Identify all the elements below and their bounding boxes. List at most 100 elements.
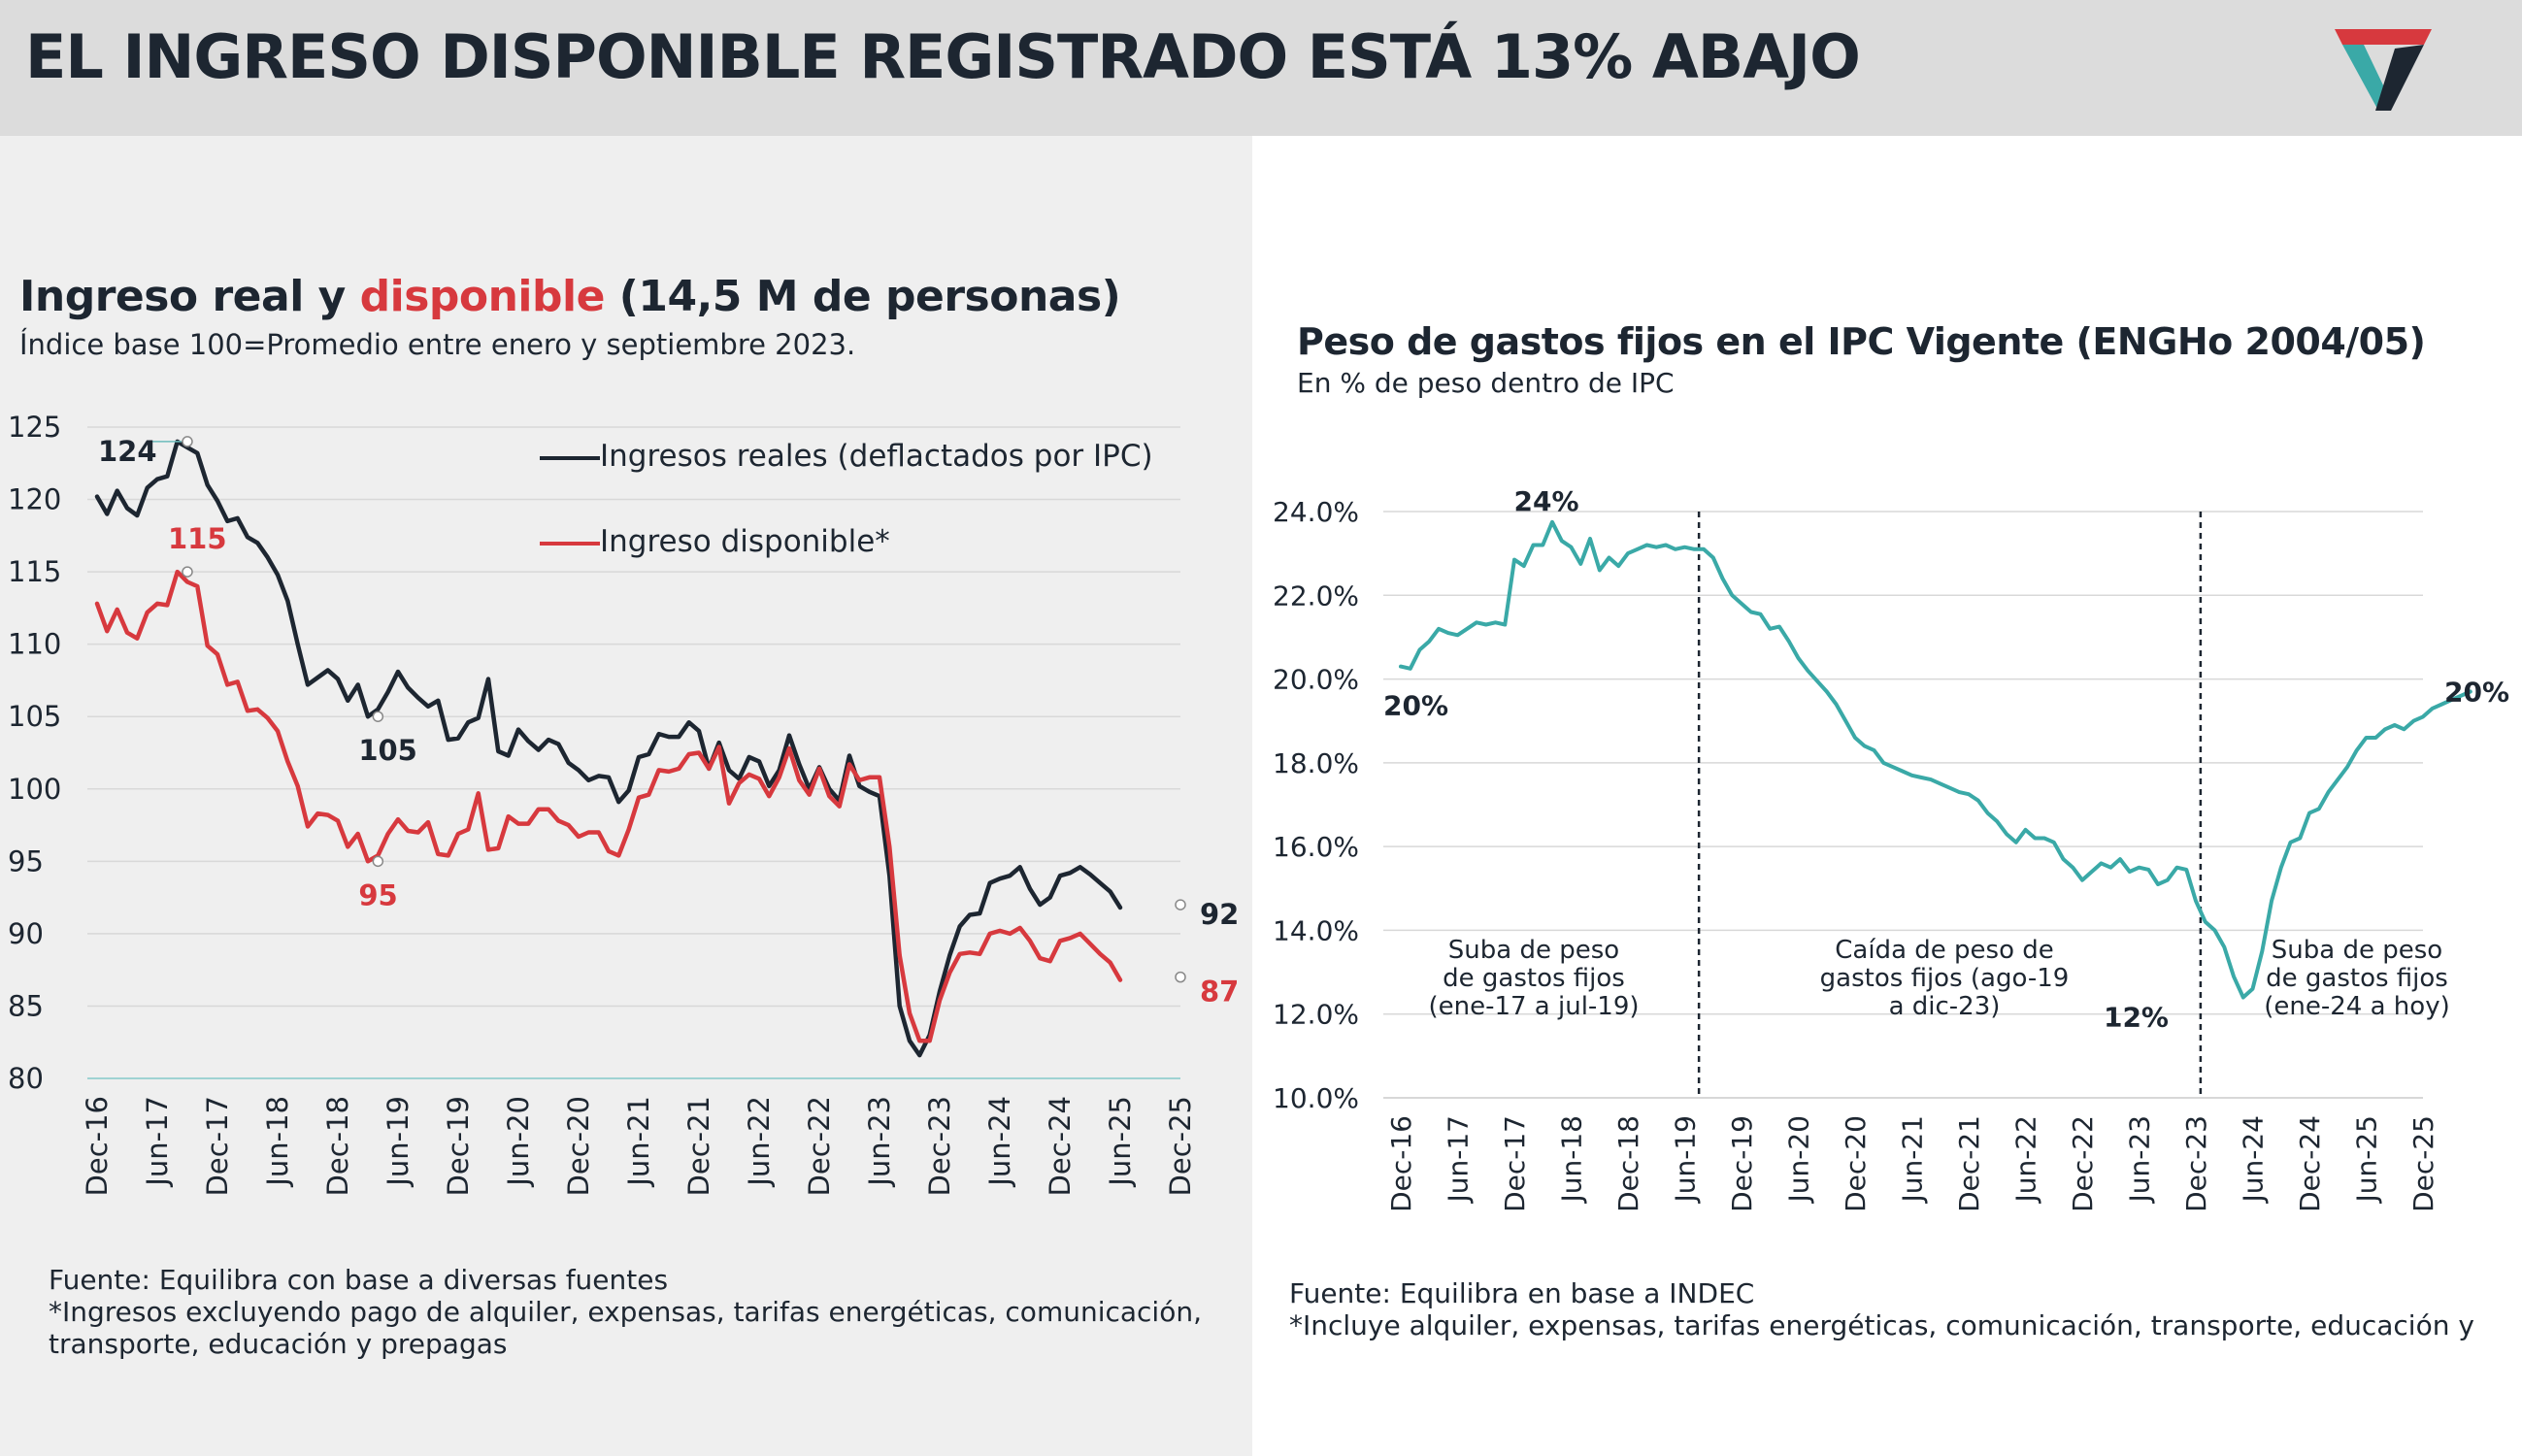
- x-tick-label: Dec-24: [2294, 1115, 2326, 1212]
- x-tick-label: Dec-19: [442, 1096, 475, 1196]
- annotation-label: 124: [98, 435, 157, 468]
- right-panel: [1252, 136, 2522, 1456]
- annotation-marker: [372, 711, 384, 722]
- x-tick-label: Jun-18: [261, 1096, 294, 1188]
- x-tick-label: Dec-16: [81, 1096, 114, 1196]
- left-line-chart: 125 120 115 110 105 100 95 90 85 80 Dec-16 Jun-17 De…: [8, 411, 1239, 1196]
- x-tick-label: Dec-16: [1385, 1115, 1417, 1212]
- annotation-label: 115: [168, 522, 227, 555]
- annotation-marker: [1175, 899, 1186, 910]
- legend-swatch-disponible: [540, 541, 600, 546]
- x-tick-label: Dec-25: [2407, 1115, 2439, 1212]
- annotation-label: 92: [1200, 898, 1239, 931]
- left-note-line: *Ingresos excluyendo pago de alquiler, e…: [49, 1296, 1202, 1328]
- x-tick-label: Dec-18: [321, 1096, 354, 1196]
- x-tick-label: Jun-22: [743, 1096, 776, 1188]
- x-tick-label: Jun-19: [382, 1096, 415, 1188]
- legend-item-disponible: Ingreso disponible*: [540, 524, 890, 559]
- x-tick-label: Dec-17: [1499, 1115, 1531, 1212]
- x-tick-label: Jun-24: [2238, 1115, 2270, 1204]
- y-tick-label: 85: [8, 989, 44, 1022]
- y-tick-label: 100: [8, 773, 61, 806]
- y-tick-label: 125: [8, 411, 61, 444]
- series-line: [94, 569, 1123, 1043]
- y-tick-label: 14.0%: [1273, 914, 1359, 946]
- x-tick-label: Jun-22: [2010, 1115, 2042, 1204]
- x-tick-label: Jun-23: [863, 1096, 896, 1188]
- legend-swatch-real: [540, 455, 600, 460]
- x-tick-label: Jun-20: [502, 1096, 535, 1188]
- header-bar: EL INGRESO DISPONIBLE REGISTRADO ESTÁ 13…: [0, 0, 2522, 136]
- x-tick-label: Dec-23: [2180, 1115, 2212, 1212]
- left-note-line: Fuente: Equilibra con base a diversas fu…: [49, 1264, 669, 1296]
- left-chart-subtitle: Índice base 100=Promedio entre enero y s…: [19, 328, 856, 361]
- annotation-marker: [182, 566, 193, 578]
- x-tick-label: Jun-25: [1104, 1096, 1137, 1188]
- x-tick-label: Dec-21: [1953, 1115, 1985, 1212]
- annotation-label: 95: [358, 878, 397, 911]
- left-title-part1: Ingreso real y: [19, 272, 360, 321]
- series-line: [94, 439, 1123, 1058]
- x-tick-label: Jun-17: [141, 1096, 174, 1188]
- y-tick-label: 80: [8, 1062, 44, 1095]
- equilibra-logo-icon: [2335, 29, 2432, 111]
- page-title: EL INGRESO DISPONIBLE REGISTRADO ESTÁ 13…: [25, 21, 1861, 92]
- legend-label-disponible: Ingreso disponible*: [600, 524, 890, 559]
- x-tick-label: Jun-18: [1556, 1115, 1588, 1204]
- period-label: a dic-23): [1889, 992, 2001, 1021]
- period-label: (ene-17 a jul-19): [1428, 992, 1639, 1021]
- annotation-label: 20%: [1383, 690, 1448, 722]
- y-tick-label: 90: [8, 917, 44, 950]
- x-tick-label: Jun-20: [1783, 1115, 1815, 1204]
- annotation-marker: [182, 436, 193, 447]
- left-title-part3: (14,5 M de personas): [604, 272, 1121, 321]
- x-tick-label: Jun-17: [1443, 1115, 1475, 1204]
- right-chart-title: Peso de gastos fijos en el IPC Vigente (…: [1297, 320, 2426, 363]
- y-tick-label: 12.0%: [1273, 999, 1359, 1031]
- x-tick-label: Jun-21: [1897, 1115, 1929, 1204]
- annotation-label: 87: [1200, 976, 1239, 1009]
- annotation-label: 24%: [1514, 485, 1579, 517]
- x-tick-label: Dec-21: [682, 1096, 715, 1196]
- annotation-label: 12%: [2104, 1001, 2169, 1033]
- annotation-label: 105: [358, 734, 417, 767]
- y-tick-label: 115: [8, 555, 61, 588]
- period-label: Suba de peso: [2272, 936, 2442, 965]
- y-tick-label: 110: [8, 628, 61, 661]
- left-notes: Fuente: Equilibra con base a diversas fu…: [49, 1264, 1202, 1360]
- y-tick-label: 95: [8, 844, 44, 877]
- y-tick-label: 120: [8, 483, 61, 516]
- y-tick-label: 10.0%: [1273, 1082, 1359, 1114]
- x-tick-label: Dec-20: [562, 1096, 595, 1196]
- x-tick-label: Dec-25: [1164, 1096, 1197, 1196]
- x-tick-label: Dec-23: [923, 1096, 956, 1196]
- annotation-label: 20%: [2444, 677, 2509, 709]
- x-tick-label: Dec-24: [1044, 1096, 1077, 1196]
- annotation-marker: [372, 855, 384, 868]
- period-label: (ene-24 a hoy): [2264, 992, 2449, 1021]
- period-label: de gastos fijos: [2266, 964, 2448, 993]
- x-tick-label: Dec-19: [1726, 1115, 1758, 1212]
- left-note-line: transporte, educación y prepagas: [49, 1328, 508, 1360]
- period-label: gastos fijos (ago-19: [1820, 964, 2070, 993]
- y-tick-label: 20.0%: [1273, 664, 1359, 696]
- left-chart-title: Ingreso real y disponible (14,5 M de per…: [19, 272, 1121, 321]
- x-tick-label: Dec-20: [1840, 1115, 1872, 1212]
- right-line-chart: 24.0% 22.0% 20.0% 18.0% 16.0% 14.0% 12.0% 10.0%…: [1273, 485, 2509, 1212]
- x-tick-label: Jun-23: [2124, 1115, 2156, 1204]
- y-tick-label: 22.0%: [1273, 579, 1359, 612]
- period-label: de gastos fijos: [1443, 964, 1625, 993]
- right-note-line: *Incluye alquiler, expensas, tarifas ene…: [1289, 1309, 2474, 1341]
- x-tick-label: Dec-22: [803, 1096, 836, 1196]
- x-tick-label: Dec-17: [201, 1096, 234, 1196]
- x-tick-label: Jun-21: [622, 1096, 655, 1188]
- right-note-line: Fuente: Equilibra en base a INDEC: [1289, 1277, 1755, 1309]
- y-tick-label: 24.0%: [1273, 496, 1359, 528]
- right-notes: Fuente: Equilibra en base a INDEC *Inclu…: [1289, 1277, 2474, 1341]
- y-tick-label: 18.0%: [1273, 747, 1359, 779]
- series-line: [1399, 519, 2472, 1000]
- x-tick-label: Dec-22: [2067, 1115, 2099, 1212]
- y-tick-label: 16.0%: [1273, 831, 1359, 863]
- x-tick-label: Jun-24: [983, 1096, 1016, 1188]
- period-label: Suba de peso: [1448, 936, 1619, 965]
